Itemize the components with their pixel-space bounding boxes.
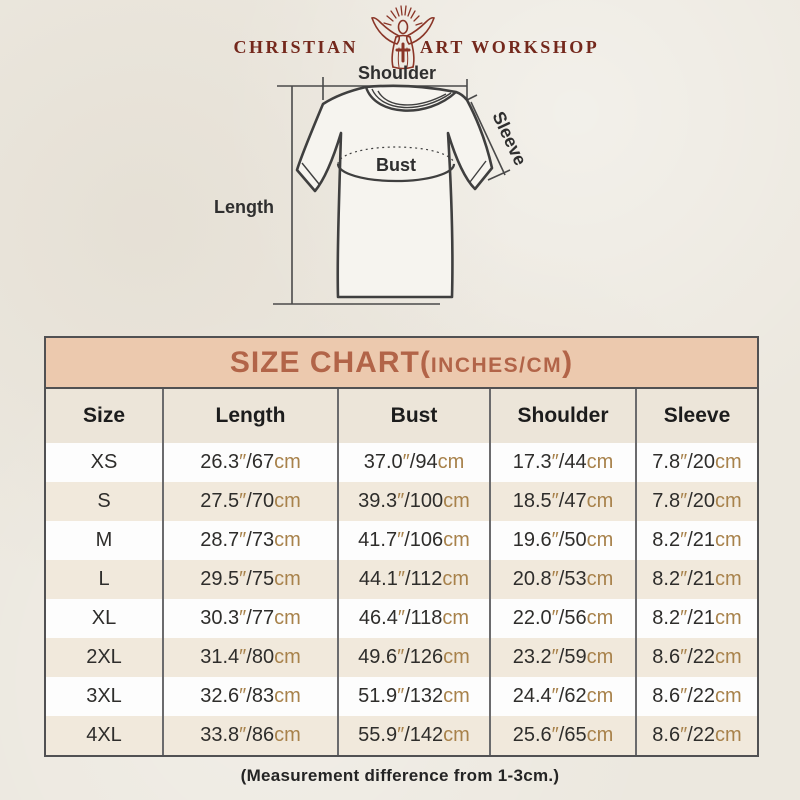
sleeve-cell: 8.6″/22cm: [635, 638, 757, 677]
header-row: Size Length Bust Shoulder Sleeve: [46, 389, 757, 443]
bust-cell: 37.0″/94cm: [337, 443, 490, 482]
length-cell: 31.4″/80cm: [162, 638, 338, 677]
size-cell: 3XL: [46, 677, 163, 716]
cross-icon: [395, 42, 411, 63]
length-cell: 30.3″/77cm: [162, 599, 338, 638]
column-header: Bust: [337, 389, 490, 443]
table-row: 3XL 32.6″/83cm 51.9″/132cm 24.4″/62cm 8.6″/2…: [46, 677, 757, 716]
sleeve-cell: 8.2″/21cm: [635, 521, 757, 560]
bust-cell: 39.3″/100cm: [337, 482, 490, 521]
shoulder-label: Shoulder: [358, 63, 436, 83]
sleeve-cell: 8.2″/21cm: [635, 560, 757, 599]
jesus-logo-icon: [371, 5, 435, 70]
table-row: M 28.7″/73cm 41.7″/106cm 19.6″/50cm 8.2″/21c…: [46, 521, 757, 560]
size-cell: 2XL: [46, 638, 163, 677]
brand-name-left: CHRISTIAN: [233, 37, 358, 57]
length-cell: 33.8″/86cm: [162, 716, 338, 755]
size-chart-title: SIZE CHART(INCHES/CM): [46, 338, 757, 389]
shoulder-cell: 22.0″/56cm: [489, 599, 636, 638]
sleeve-cell: 7.8″/20cm: [635, 443, 757, 482]
length-cell: 27.5″/70cm: [162, 482, 338, 521]
length-cell: 28.7″/73cm: [162, 521, 338, 560]
length-cell: 26.3″/67cm: [162, 443, 338, 482]
size-cell: M: [46, 521, 163, 560]
sleeve-cell: 8.2″/21cm: [635, 599, 757, 638]
shoulder-cell: 25.6″/65cm: [489, 716, 636, 755]
bust-cell: 55.9″/142cm: [337, 716, 490, 755]
length-cell: 32.6″/83cm: [162, 677, 338, 716]
shoulder-cell: 17.3″/44cm: [489, 443, 636, 482]
table-row: L 29.5″/75cm 44.1″/112cm 20.8″/53cm 8.2″/21c…: [46, 560, 757, 599]
size-cell: XS: [46, 443, 163, 482]
bust-cell: 49.6″/126cm: [337, 638, 490, 677]
bust-cell: 46.4″/118cm: [337, 599, 490, 638]
size-cell: L: [46, 560, 163, 599]
table-row: 2XL 31.4″/80cm 49.6″/126cm 23.2″/59cm 8.6″/2…: [46, 638, 757, 677]
halo-rays-icon: [383, 5, 423, 26]
column-header: Length: [162, 389, 338, 443]
measurement-note: (Measurement difference from 1-3cm.): [240, 766, 560, 785]
shoulder-cell: 19.6″/50cm: [489, 521, 636, 560]
length-cell: 29.5″/75cm: [162, 560, 338, 599]
size-cell: 4XL: [46, 716, 163, 755]
size-chart: SIZE CHART(INCHES/CM) Size Length Bust Shou…: [44, 336, 759, 757]
sleeve-cell: 8.6″/22cm: [635, 677, 757, 716]
bust-cell: 41.7″/106cm: [337, 521, 490, 560]
table-row: 4XL 33.8″/86cm 55.9″/142cm 25.6″/65cm 8.6″/2…: [46, 716, 757, 755]
column-header: Shoulder: [489, 389, 636, 443]
brand-name-right: ART WORKSHOP: [420, 37, 600, 57]
sleeve-cell: 7.8″/20cm: [635, 482, 757, 521]
column-header: Sleeve: [635, 389, 757, 443]
bust-cell: 44.1″/112cm: [337, 560, 490, 599]
shoulder-cell: 23.2″/59cm: [489, 638, 636, 677]
sleeve-label: Sleeve: [488, 108, 530, 168]
sleeve-cell: 8.6″/22cm: [635, 716, 757, 755]
shoulder-cell: 24.4″/62cm: [489, 677, 636, 716]
tshirt-measurement-diagram: Shoulder Length Bust Sleeve: [214, 63, 531, 305]
title-main: SIZE CHART(: [229, 346, 431, 379]
bust-cell: 51.9″/132cm: [337, 677, 490, 716]
shoulder-cell: 20.8″/53cm: [489, 560, 636, 599]
bust-label: Bust: [376, 155, 416, 175]
size-chart-body: XS 26.3″/67cm 37.0″/94cm 17.3″/44cm 7.8″/20c…: [46, 443, 757, 755]
table-row: XS 26.3″/67cm 37.0″/94cm 17.3″/44cm 7.8″/20c…: [46, 443, 757, 482]
brand-header: CHRISTIAN: [0, 0, 800, 70]
shoulder-cell: 18.5″/47cm: [489, 482, 636, 521]
column-header: Size: [46, 389, 163, 443]
title-close: ): [562, 346, 574, 379]
size-cell: XL: [46, 599, 163, 638]
table-row: XL 30.3″/77cm 46.4″/118cm 22.0″/56cm 8.2″/21…: [46, 599, 757, 638]
size-cell: S: [46, 482, 163, 521]
size-chart-table: Size Length Bust Shoulder Sleeve XS 26.3″/67c…: [46, 389, 757, 755]
title-unit: INCHES/CM: [430, 354, 563, 377]
tshirt-outline-icon: [295, 84, 494, 299]
table-row: S 27.5″/70cm 39.3″/100cm 18.5″/47cm 7.8″/20c…: [46, 482, 757, 521]
length-label: Length: [214, 197, 274, 217]
